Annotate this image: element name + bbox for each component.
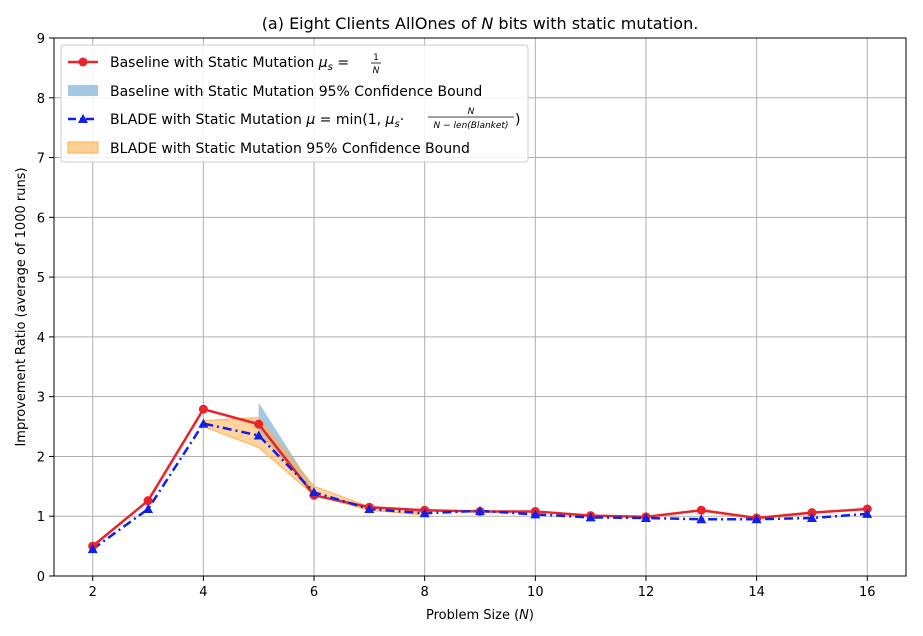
y-tick-label: 9 <box>37 32 45 47</box>
blade-data-point <box>198 418 209 428</box>
legend-blade-text: BLADE with Static Mutation <box>110 112 306 128</box>
legend-blade-frac-num: N <box>468 107 475 117</box>
y-tick-label: 7 <box>37 152 45 167</box>
legend-label-baseline-line: Baseline with Static Mutation μs = <box>110 55 349 73</box>
baseline-data-point <box>254 419 264 429</box>
legend-blade-mu: μ <box>305 112 315 128</box>
blade-data-point <box>419 508 430 518</box>
series-markers <box>87 404 873 554</box>
y-tick-label: 4 <box>37 331 45 346</box>
chart-title-rest: bits with static mutation. <box>493 14 698 33</box>
x-axis-label-rest: ) <box>529 608 534 623</box>
y-tick-label: 3 <box>37 391 45 406</box>
legend-swatch-baseline-marker <box>78 57 88 67</box>
y-tick-label: 0 <box>37 570 45 585</box>
legend-blade-dot: · <box>400 112 404 128</box>
legend-swatch-blade-band <box>67 141 99 154</box>
blade-data-point <box>806 513 817 523</box>
blade-data-point <box>862 508 873 518</box>
legend-swatch-baseline-band <box>68 85 98 96</box>
blade-data-point <box>253 430 264 440</box>
x-tick-label: 14 <box>748 585 765 600</box>
legend-label-blade-band: BLADE with Static Mutation 95% Confidenc… <box>110 141 470 157</box>
legend-box <box>60 44 529 163</box>
blade-data-point <box>143 504 154 514</box>
y-axis-ticks: 0 1 2 3 4 5 6 7 8 9 <box>37 32 54 585</box>
blade-data-point <box>309 487 320 497</box>
x-tick-label: 12 <box>638 585 655 600</box>
legend-baseline-mu: μ <box>318 55 328 71</box>
chart-title-italic: N <box>481 14 493 33</box>
legend: Baseline with Static Mutation μs = 1 N B… <box>60 44 529 163</box>
legend-blade-close: ) <box>515 112 520 128</box>
legend-blade-sub: s <box>394 119 399 130</box>
legend-swatch-blade-marker <box>78 114 88 123</box>
legend-blade-frac-den: N − len(Blanket) <box>434 121 509 131</box>
legend-baseline-text: Baseline with Static Mutation <box>110 55 319 71</box>
y-tick-label: 6 <box>37 211 45 226</box>
legend-baseline-sub: s <box>328 62 333 73</box>
x-tick-label: 8 <box>421 585 429 600</box>
y-tick-label: 8 <box>37 92 45 107</box>
baseline-data-point <box>143 496 153 506</box>
blade-data-point <box>696 514 707 524</box>
x-axis-ticks: 2 4 6 8 10 12 14 16 <box>89 576 876 600</box>
plot-frame <box>53 37 907 577</box>
blade-data-point <box>530 509 541 519</box>
y-axis-label: Improvement Ratio (average of 1000 runs) <box>14 167 29 446</box>
y-tick-label: 1 <box>37 510 45 525</box>
x-tick-label: 10 <box>527 585 544 600</box>
blade-data-point <box>640 513 651 523</box>
legend-label-baseline-band: Baseline with Static Mutation 95% Confid… <box>110 84 482 100</box>
chart-title: (a) Eight Clients AllOnes of N bits with… <box>262 14 699 33</box>
baseline-data-point <box>696 505 706 515</box>
x-axis-label: Problem Size (N) <box>426 608 534 623</box>
x-tick-label: 2 <box>89 585 97 600</box>
blade-data-point <box>364 504 375 514</box>
x-tick-label: 4 <box>199 585 207 600</box>
blade-data-point <box>585 512 596 522</box>
y-tick-label: 2 <box>37 450 45 465</box>
legend-baseline-frac-den: N <box>373 66 380 76</box>
baseline-data-point <box>198 404 208 414</box>
y-tick-label: 5 <box>37 271 45 286</box>
blade-data-point <box>751 514 762 524</box>
chart-title-main: (a) Eight Clients AllOnes of <box>262 14 482 33</box>
blade-data-point <box>87 544 98 554</box>
legend-blade-eq: = min(1, <box>315 112 385 128</box>
legend-blade-mu2: μ <box>385 112 395 128</box>
x-tick-label: 16 <box>859 585 876 600</box>
legend-baseline-eq: = <box>333 55 349 71</box>
x-axis-label-main: Problem Size ( <box>426 608 519 623</box>
legend-label-blade-line: BLADE with Static Mutation μ = min(1, μs… <box>110 112 404 130</box>
baseline-data-point <box>807 508 817 518</box>
blade-data-point <box>475 505 485 515</box>
x-axis-label-italic: N <box>519 608 529 623</box>
legend-baseline-frac-num: 1 <box>373 53 379 63</box>
x-tick-label: 6 <box>310 585 318 600</box>
